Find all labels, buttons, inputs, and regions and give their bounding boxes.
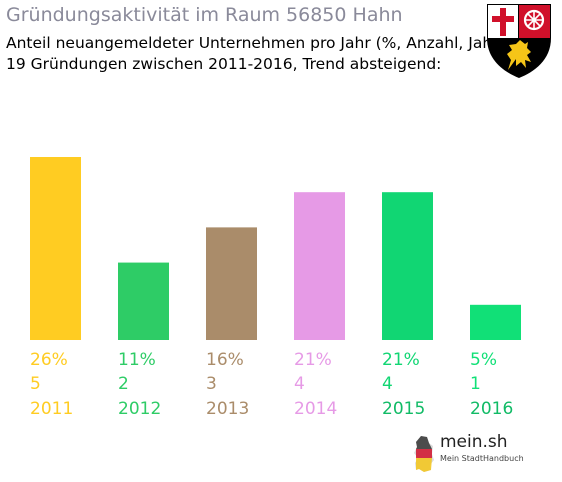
count-label-2013: 3 xyxy=(206,374,217,394)
year-label-2013: 2013 xyxy=(206,399,249,419)
bar-2012 xyxy=(118,262,169,340)
year-label-2016: 2016 xyxy=(470,399,513,419)
chart-subtitle-line1: Anteil neuangemeldeter Unternehmen pro J… xyxy=(6,34,505,52)
count-label-2014: 4 xyxy=(294,374,305,394)
percent-label-2016: 5% xyxy=(470,350,497,370)
germany-map-icon xyxy=(414,436,434,472)
bar-2013 xyxy=(206,227,257,340)
page-title: Gründungsaktivität im Raum 56850 Hahn xyxy=(6,4,403,26)
count-label-2011: 5 xyxy=(30,374,41,394)
chart-subtitle-line2: 19 Gründungen zwischen 2011-2016, Trend … xyxy=(6,55,442,73)
bar-2014 xyxy=(294,192,345,340)
percent-label-2012: 11% xyxy=(118,350,156,370)
percent-label-2014: 21% xyxy=(294,350,332,370)
year-label-2015: 2015 xyxy=(382,399,425,419)
bar-2016 xyxy=(470,304,521,340)
percent-label-2011: 26% xyxy=(30,350,68,370)
rheinland-pfalz-coat-of-arms-icon xyxy=(487,4,551,78)
percent-label-2013: 16% xyxy=(206,350,244,370)
bar-2015 xyxy=(382,192,433,340)
year-label-2011: 2011 xyxy=(30,399,73,419)
year-label-2012: 2012 xyxy=(118,399,161,419)
count-label-2015: 4 xyxy=(382,374,393,394)
logo-tagline: Mein StadtHandbuch xyxy=(440,454,524,463)
mein-sh-logo[interactable]: mein.sh Mein StadtHandbuch xyxy=(412,432,530,476)
bar-2011 xyxy=(30,157,81,340)
percent-label-2015: 21% xyxy=(382,350,420,370)
year-label-2014: 2014 xyxy=(294,399,337,419)
logo-name: mein.sh xyxy=(440,432,508,452)
count-label-2016: 1 xyxy=(470,374,481,394)
count-label-2012: 2 xyxy=(118,374,129,394)
